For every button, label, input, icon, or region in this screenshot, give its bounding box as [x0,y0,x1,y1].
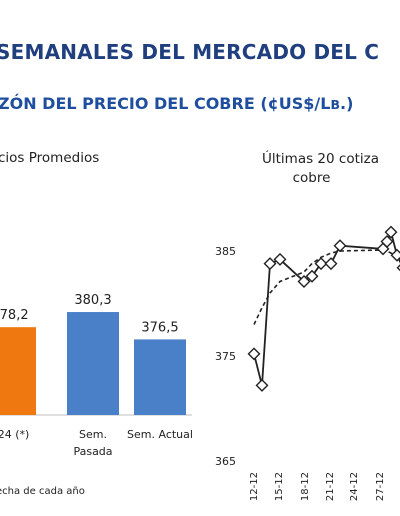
line-chart-title-line: Últimas 20 cotiza [262,151,379,167]
bar-chart: 378,2 024 (*) 380,3 Sem. Pasada 376,5 Sem. Act… [0,293,193,458]
x-tick-label: 21-12 [325,472,336,501]
line-chart: 365 375 385 12-12 15-12 18-12 21-12 24-12 27-12 [215,225,400,501]
data-point [255,378,269,392]
bar-category-label: Sem. Actual [127,428,193,441]
page-subtitle: ZÓN DEL PRECIO DEL COBRE (¢US$/LB.) [0,94,353,113]
data-point [314,257,328,271]
subtitle-suffix: .) [340,94,354,113]
subtitle-text: ZÓN DEL PRECIO DEL COBRE ( [0,94,268,113]
data-point [380,235,394,249]
bar [0,327,36,415]
footnote: echa de cada año [0,486,85,497]
data-point [390,248,400,262]
bar-value-label: 380,3 [74,293,111,308]
bar-category-label: 024 (*) [0,428,29,441]
bar-category-label: Pasada [73,445,112,458]
data-point [263,257,277,271]
subtitle-unit-small: B [330,97,340,112]
bar-category-label: Sem. [79,428,107,441]
y-tick-label: 385 [215,245,236,258]
y-tick-label: 375 [215,350,236,363]
bar-value-label: 378,2 [0,308,29,323]
data-point [384,225,398,239]
page-title: SEMANALES DEL MERCADO DEL C [0,40,380,64]
line-chart-title-line: cobre [292,170,331,186]
data-point [305,269,319,283]
x-tick-label: 24-12 [349,472,360,501]
trend-line [253,249,400,325]
data-point [324,257,338,271]
data-point [396,264,400,272]
data-point [297,274,311,288]
bar [67,312,119,415]
line-chart-title: Últimas 20 cotiza cobre [262,150,379,188]
x-tick-label: 15-12 [274,472,285,501]
y-tick-label: 365 [215,455,236,468]
data-point [333,239,347,253]
bar-chart-title: cios Promedios [0,150,100,166]
subtitle-unit: ¢US$/L [267,94,331,113]
bar [134,339,186,415]
bar-value-label: 376,5 [141,320,178,335]
x-tick-label: 18-12 [300,472,311,501]
data-point [273,252,287,266]
data-point [247,347,261,361]
x-tick-label: 12-12 [249,472,260,501]
x-tick-label: 27-12 [375,472,386,501]
